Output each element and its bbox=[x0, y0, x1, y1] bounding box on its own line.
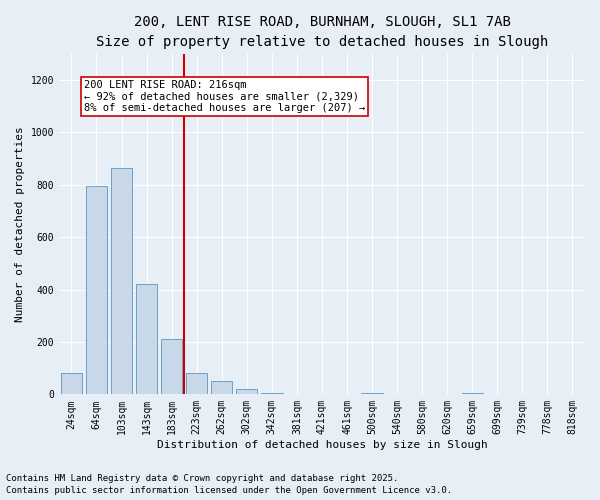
Bar bbox=[211, 381, 232, 394]
Bar bbox=[461, 393, 483, 394]
Text: Contains HM Land Registry data © Crown copyright and database right 2025.
Contai: Contains HM Land Registry data © Crown c… bbox=[6, 474, 452, 495]
Text: 200 LENT RISE ROAD: 216sqm
← 92% of detached houses are smaller (2,329)
8% of se: 200 LENT RISE ROAD: 216sqm ← 92% of deta… bbox=[84, 80, 365, 113]
Title: 200, LENT RISE ROAD, BURNHAM, SLOUGH, SL1 7AB
Size of property relative to detac: 200, LENT RISE ROAD, BURNHAM, SLOUGH, SL… bbox=[96, 15, 548, 48]
Bar bbox=[186, 374, 208, 394]
Bar bbox=[86, 186, 107, 394]
Bar bbox=[261, 393, 283, 394]
Bar bbox=[161, 340, 182, 394]
Bar bbox=[61, 374, 82, 394]
Bar bbox=[136, 284, 157, 395]
Y-axis label: Number of detached properties: Number of detached properties bbox=[15, 126, 25, 322]
Bar bbox=[236, 389, 257, 394]
X-axis label: Distribution of detached houses by size in Slough: Distribution of detached houses by size … bbox=[157, 440, 487, 450]
Bar bbox=[361, 393, 383, 394]
Bar bbox=[111, 168, 132, 394]
